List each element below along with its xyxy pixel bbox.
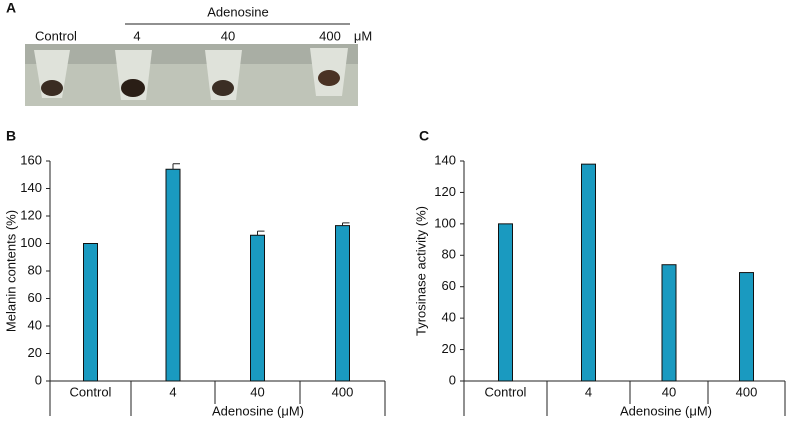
y-tick-label: 0	[35, 372, 42, 387]
y-tick-label: 120	[20, 207, 42, 222]
x-tick-label: 400	[736, 384, 758, 399]
pellet	[121, 79, 145, 97]
bar	[250, 234, 265, 382]
pellet	[318, 70, 340, 86]
x-tick-label: 4	[585, 384, 592, 399]
y-tick-label: 0	[449, 372, 456, 387]
y-tick-label: 120	[434, 184, 456, 199]
y-axis-label: Tyrosinase activity (%)	[413, 206, 428, 336]
y-tick-label: 80	[28, 262, 42, 277]
bar	[581, 163, 596, 382]
bar	[498, 223, 513, 382]
y-tick-label: 20	[28, 345, 42, 360]
bar	[83, 243, 98, 382]
x-tick-label: Control	[485, 384, 527, 399]
bar	[739, 272, 754, 382]
bar	[661, 264, 677, 382]
photo-shade	[25, 44, 358, 64]
unit-label: μM	[354, 28, 372, 43]
y-tick-label: 100	[434, 215, 456, 230]
x-tick-label: 400	[332, 384, 354, 399]
y-axis-label: Melanin contents (%)	[3, 210, 18, 332]
photo	[25, 44, 358, 106]
y-tick-label: 140	[20, 180, 42, 195]
bar	[335, 225, 350, 382]
panel-label: B	[6, 128, 16, 144]
panel-label: A	[6, 0, 16, 16]
group-label: Adenosine	[207, 4, 268, 19]
pellet	[212, 80, 234, 96]
x-axis-label: Adenosine (μM)	[212, 403, 304, 418]
x-tick-label: Control	[70, 384, 112, 399]
column-label: 400	[319, 28, 341, 43]
x-tick-label: 40	[662, 384, 676, 399]
y-tick-label: 100	[20, 235, 42, 250]
y-tick-label: 20	[442, 341, 456, 356]
x-tick-label: 40	[250, 384, 264, 399]
pellet	[41, 80, 63, 96]
x-axis-label: Adenosine (μM)	[620, 403, 712, 418]
y-tick-label: 80	[442, 247, 456, 262]
column-label: 4	[133, 28, 140, 43]
bar	[165, 168, 181, 382]
panel-label: C	[419, 128, 429, 144]
column-label: 40	[221, 28, 235, 43]
y-tick-label: 160	[20, 152, 42, 167]
y-tick-label: 60	[28, 290, 42, 305]
y-tick-label: 60	[442, 278, 456, 293]
y-tick-label: 140	[434, 152, 456, 167]
column-label: Control	[35, 28, 77, 43]
x-tick-label: 4	[169, 384, 176, 399]
y-tick-label: 40	[28, 317, 42, 332]
y-tick-label: 40	[442, 310, 456, 325]
